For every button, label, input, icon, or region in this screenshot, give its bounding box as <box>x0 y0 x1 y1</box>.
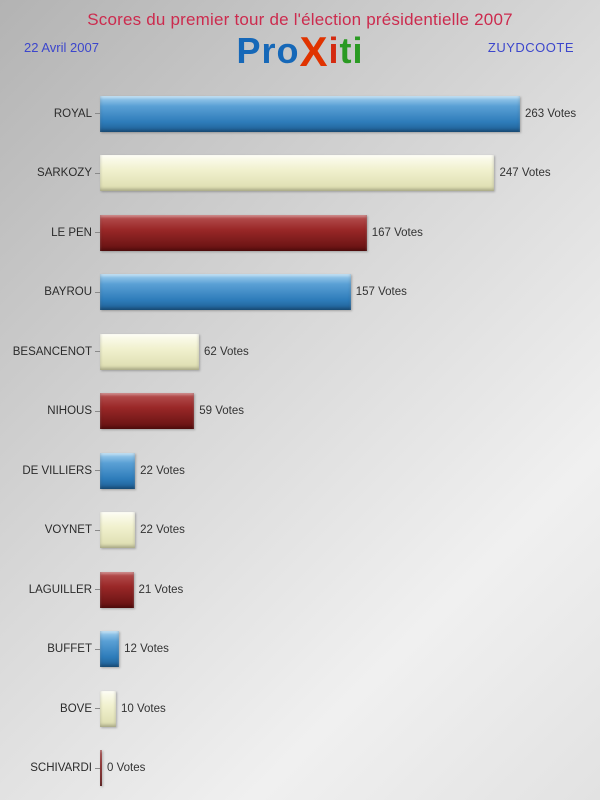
proxiti-logo: ProXiti <box>0 28 600 75</box>
bar-value: 263 Votes <box>525 107 577 120</box>
bar-value: 157 Votes <box>355 286 407 299</box>
bar-label: LAGUILLER <box>28 583 92 596</box>
bar-label: SARKOZY <box>37 167 92 180</box>
axis-tick <box>95 529 100 531</box>
bar-value: 0 Votes <box>107 762 146 775</box>
logo-letter: o <box>276 30 300 71</box>
bar <box>100 452 136 489</box>
bar-value: 22 Votes <box>140 464 185 477</box>
axis-tick <box>95 232 100 234</box>
bar-label: VOYNET <box>44 524 92 537</box>
chart-row: ROYAL 263 Votes <box>0 84 600 144</box>
chart-row: SARKOZY 247 Votes <box>0 144 600 204</box>
axis-tick <box>95 351 100 353</box>
bar <box>100 631 120 668</box>
chart-row: BESANCENOT 62 Votes <box>0 322 600 382</box>
bar-value: 22 Votes <box>140 524 185 537</box>
date-label: 22 Avril 2007 <box>24 40 99 55</box>
chart-row: DE VILLIERS 22 Votes <box>0 441 600 501</box>
chart-row: BAYROU 157 Votes <box>0 263 600 323</box>
chart-row: SCHIVARDI 0 Votes <box>0 739 600 799</box>
header: Scores du premier tour de l'élection pré… <box>0 0 600 82</box>
bar <box>100 750 102 787</box>
axis-tick <box>95 708 100 710</box>
bar-value: 62 Votes <box>204 345 249 358</box>
axis-tick <box>95 410 100 412</box>
bar-label: SCHIVARDI <box>30 762 92 775</box>
bar-label: NIHOUS <box>47 405 92 418</box>
axis-tick <box>95 767 100 769</box>
logo-letter: r <box>261 30 277 71</box>
bar <box>100 155 495 192</box>
bar-label: ROYAL <box>53 107 92 120</box>
bar-chart: ROYAL 263 Votes SARKOZY 247 Votes LE PEN 167 … <box>0 84 600 798</box>
bar <box>100 333 199 370</box>
bar-label: BUFFET <box>47 643 92 656</box>
bar-value: 247 Votes <box>499 167 551 180</box>
axis-tick <box>95 172 100 174</box>
location-label: ZUYDCOOTE <box>487 40 574 55</box>
bar-value: 167 Votes <box>371 226 423 239</box>
bar-value: 21 Votes <box>138 583 184 596</box>
axis-tick <box>95 648 100 650</box>
bar-value: 59 Votes <box>199 405 244 418</box>
bar-label: DE VILLIERS <box>22 464 92 477</box>
logo-letter: i <box>352 30 364 71</box>
axis-tick <box>95 470 100 472</box>
bar-label: BOVE <box>60 702 92 715</box>
bar-value: 12 Votes <box>124 643 169 656</box>
chart-row: VOYNET 22 Votes <box>0 501 600 561</box>
bar <box>100 512 136 549</box>
bar <box>100 214 367 251</box>
bar <box>100 571 134 608</box>
chart-row: LAGUILLER 21 Votes <box>0 560 600 620</box>
bar-value: 10 Votes <box>120 702 166 715</box>
logo-letter: i <box>328 30 340 71</box>
axis-tick <box>95 113 100 115</box>
bar <box>100 95 520 132</box>
bar <box>100 393 195 430</box>
chart-row: BOVE 10 Votes <box>0 679 600 739</box>
chart-row: LE PEN 167 Votes <box>0 203 600 263</box>
bar <box>100 274 351 311</box>
bar-label: BESANCENOT <box>12 345 92 358</box>
page-title: Scores du premier tour de l'élection pré… <box>87 10 513 29</box>
chart-row: BUFFET 12 Votes <box>0 620 600 680</box>
logo-letter: P <box>236 30 262 71</box>
bar-label: LE PEN <box>51 226 92 239</box>
chart-row: NIHOUS 59 Votes <box>0 382 600 442</box>
bar <box>100 690 116 727</box>
logo-letter: t <box>339 30 353 71</box>
axis-tick <box>95 291 100 293</box>
bar-label: BAYROU <box>44 286 92 299</box>
logo-letter: X <box>299 28 329 75</box>
axis-tick <box>95 589 100 591</box>
